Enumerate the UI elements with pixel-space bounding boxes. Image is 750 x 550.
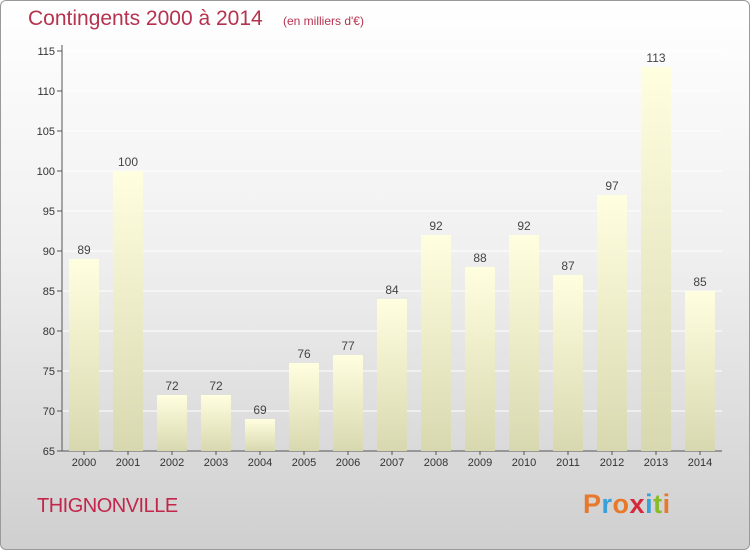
value-label: 85 [693,275,707,289]
bar-2007 [377,299,407,451]
bar-2010 [509,235,539,451]
bar-2008 [421,235,451,451]
value-label: 87 [561,259,575,273]
y-tick-label: 75 [43,366,55,378]
y-tick-label: 105 [37,126,55,138]
labels: 65 70 75 80 85 90 95 100 105 110 115 89 2000 100 2001 7… [37,46,713,469]
bar-2004 [245,419,275,451]
logo-letter: o [612,489,630,519]
value-label: 72 [165,379,179,393]
logo-letter: P [583,489,602,519]
x-tick-label: 2005 [292,457,316,469]
y-tick-label: 70 [43,406,55,418]
bar-2005 [289,363,319,451]
value-label: 88 [473,251,487,265]
y-tick-label: 85 [43,286,55,298]
bar-2006 [333,355,363,451]
y-tick-label: 65 [43,446,55,458]
bar-2000 [69,259,99,451]
x-tick-label: 2009 [468,457,492,469]
proxiti-logo[interactable]: Proxiti [583,489,671,520]
value-label: 97 [605,179,619,193]
value-label: 77 [341,339,355,353]
bar-2009 [465,267,495,451]
value-label: 92 [429,219,443,233]
y-tick-label: 80 [43,326,55,338]
value-label: 72 [209,379,223,393]
commune-name: THIGNONVILLE [37,495,178,517]
logo-letter: t [653,489,663,519]
x-tick-label: 2003 [204,457,228,469]
y-tick-label: 100 [37,166,55,178]
x-tick-label: 2004 [248,457,272,469]
x-tick-label: 2002 [160,457,184,469]
bar-2012 [597,195,627,451]
x-tick-label: 2006 [336,457,360,469]
x-tick-label: 2000 [72,457,96,469]
bar-2014 [685,291,715,451]
value-label: 92 [517,219,531,233]
logo-letter: i [645,489,654,519]
bar-2013 [641,67,671,451]
y-tick-label: 115 [37,46,55,58]
logo-letter: x [629,489,646,519]
bar-2003 [201,395,231,451]
bar-2002 [157,395,187,451]
logo-letter: i [662,489,671,519]
x-tick-label: 2008 [424,457,448,469]
bar-2001 [113,171,143,451]
x-tick-label: 2011 [556,457,580,469]
value-label: 100 [118,155,138,169]
x-tick-label: 2001 [116,457,140,469]
value-label: 69 [253,403,267,417]
x-tick-label: 2010 [512,457,536,469]
x-tick-label: 2014 [688,457,712,469]
x-tick-label: 2013 [644,457,668,469]
bars [69,67,715,451]
x-tick-label: 2012 [600,457,624,469]
x-tick-label: 2007 [380,457,404,469]
bar-2011 [553,275,583,451]
value-label: 76 [297,347,311,361]
value-label: 84 [385,283,399,297]
value-label: 113 [646,51,665,65]
y-tick-label: 95 [43,206,55,218]
y-tick-label: 110 [37,86,55,98]
value-label: 89 [77,243,91,257]
logo-letter: r [601,489,613,519]
chart-title: Contingents 2000 à 2014 [28,7,263,30]
chart-subtitle: (en milliers d'€) [283,14,364,28]
y-tick-label: 90 [43,246,55,258]
